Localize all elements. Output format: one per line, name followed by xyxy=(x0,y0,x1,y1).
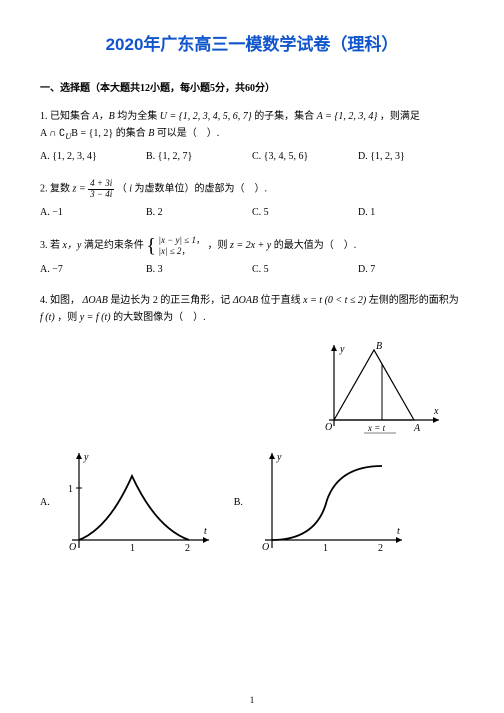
q1-optA: A. {1, 2, 3, 4} xyxy=(40,148,146,165)
q4-optA-label: A. xyxy=(40,497,50,508)
q4-optB-label: B. xyxy=(234,497,243,508)
q3-constraints: |x − y| ≤ 1， |x| ≤ 2， xyxy=(159,235,205,257)
q3-t3: ，则 xyxy=(207,240,227,251)
q1-optC: C. {3, 4, 5, 6} xyxy=(252,148,358,165)
q3-optB: B. 3 xyxy=(146,261,252,278)
q2-i: i xyxy=(129,184,132,195)
q1-t3: 的子集，集合 xyxy=(254,111,314,122)
q4-oab2: ΔOAB xyxy=(233,295,258,306)
q1-bb: B xyxy=(148,128,154,139)
q1-t2: 均为全集 xyxy=(117,111,157,122)
q4-text: 4. 如图， ΔOAB 是边长为 2 的正三角形，记 ΔOAB 位于直线 x =… xyxy=(40,292,464,326)
q4-t1: 4. 如图， xyxy=(40,295,80,306)
q3-text: 3. 若 x，y 满足约束条件 { |x − y| ≤ 1， |x| ≤ 2， … xyxy=(40,235,464,257)
svg-text:O: O xyxy=(262,542,269,553)
q3-z: z = 2x + y xyxy=(230,240,271,251)
svg-text:1: 1 xyxy=(68,484,73,495)
option-a-figure: 1 y t O 1 2 xyxy=(54,448,214,558)
q2-frac: 4 + 3i 3 − 4i xyxy=(88,179,114,200)
q1-t1: 1. 已知集合 xyxy=(40,111,90,122)
svg-text:2: 2 xyxy=(378,543,383,554)
q1-cond: A ∩ ∁UB = {1, 2} xyxy=(40,128,116,139)
q4-t2: 是边长为 xyxy=(110,295,150,306)
section-header: 一、选择题（本大题共12小题，每小题5分，共60分） xyxy=(40,79,464,94)
figure-triangle-row: y B x O A x = t xyxy=(40,340,464,440)
svg-text:t: t xyxy=(397,526,400,537)
q1-optD: D. {1, 2, 3} xyxy=(358,148,464,165)
svg-text:2: 2 xyxy=(185,543,190,554)
q1-u: U = {1, 2, 3, 4, 5, 6, 7} xyxy=(160,111,252,122)
q1-t5: 的集合 xyxy=(116,128,146,139)
question-2: 2. 复数 z = 4 + 3i 3 − 4i （ i 为虚数单位）的虚部为（ … xyxy=(40,179,464,221)
question-4: 4. 如图， ΔOAB 是边长为 2 的正三角形，记 ΔOAB 位于直线 x =… xyxy=(40,292,464,326)
q3-t1: 3. 若 xyxy=(40,240,60,251)
q2-optD: D. 1 xyxy=(358,204,464,221)
svg-text:A: A xyxy=(413,423,421,434)
svg-text:x: x xyxy=(433,406,439,417)
q3-xy: x，y xyxy=(63,240,82,251)
q4-t7: 的大致图像为（ ）. xyxy=(113,312,206,323)
q4-t3: 的正三角形，记 xyxy=(160,295,230,306)
q3-options: A. −7 B. 3 C. 5 D. 7 xyxy=(40,261,464,278)
svg-text:t: t xyxy=(204,526,207,537)
q1-text: 1. 已知集合 A，B 均为全集 U = {1, 2, 3, 4, 5, 6, … xyxy=(40,108,464,144)
q3-brace: { xyxy=(146,236,156,256)
q4-ft: f (t) xyxy=(40,312,55,323)
svg-text:1: 1 xyxy=(323,543,328,554)
question-1: 1. 已知集合 A，B 均为全集 U = {1, 2, 3, 4, 5, 6, … xyxy=(40,108,464,165)
svg-text:x = t: x = t xyxy=(367,423,386,433)
q2-options: A. −1 B. 2 C. 5 D. 1 xyxy=(40,204,464,221)
q2-text: 2. 复数 z = 4 + 3i 3 − 4i （ i 为虚数单位）的虚部为（ … xyxy=(40,179,464,200)
option-b-figure: y t O 1 2 xyxy=(247,448,407,558)
q2-optA: A. −1 xyxy=(40,204,146,221)
q2-t1: 2. 复数 xyxy=(40,184,70,195)
q3-t2: 满足约束条件 xyxy=(84,240,144,251)
q1-a: A = {1, 2, 3, 4} xyxy=(317,111,378,122)
q1-t4: ，则满足 xyxy=(380,111,420,122)
q3-optA: A. −7 xyxy=(40,261,146,278)
page-number: 1 xyxy=(0,695,504,705)
q4-optA-wrap: A. 1 y t O 1 2 xyxy=(40,448,214,558)
triangle-figure: y B x O A x = t xyxy=(314,340,444,440)
q2-optB: B. 2 xyxy=(146,204,252,221)
q1-optB: B. {1, 2, 7} xyxy=(146,148,252,165)
svg-text:y: y xyxy=(339,344,345,355)
q2-t3: 为虚数单位）的虚部为（ ）. xyxy=(135,184,268,195)
q2-z: z = xyxy=(73,184,86,195)
q4-t6: ，则 xyxy=(57,312,77,323)
svg-text:y: y xyxy=(83,452,89,463)
svg-text:1: 1 xyxy=(130,543,135,554)
q4-optB-wrap: B. y t O 1 2 xyxy=(234,448,407,558)
q4-oab1: ΔOAB xyxy=(83,295,108,306)
q1-ab: A，B xyxy=(93,111,115,122)
q1-t6: 可以是（ ）. xyxy=(157,128,220,139)
q3-optC: C. 5 xyxy=(252,261,358,278)
figure-options-row: A. 1 y t O 1 2 B. y t O 1 2 xyxy=(40,448,464,558)
page-title: 2020年广东高三一模数学试卷（理科） xyxy=(40,30,464,55)
svg-text:B: B xyxy=(376,341,382,352)
q4-t5: 左侧的图形的面积为 xyxy=(369,295,459,306)
q3-t4: 的最大值为（ ）. xyxy=(274,240,357,251)
svg-text:O: O xyxy=(325,422,332,433)
question-3: 3. 若 x，y 满足约束条件 { |x − y| ≤ 1， |x| ≤ 2， … xyxy=(40,235,464,278)
q4-xt: x = t (0 < t ≤ 2) xyxy=(303,295,366,306)
q1-options: A. {1, 2, 3, 4} B. {1, 2, 7} C. {3, 4, 5… xyxy=(40,148,464,165)
svg-text:O: O xyxy=(69,542,76,553)
q2-optC: C. 5 xyxy=(252,204,358,221)
svg-text:y: y xyxy=(276,452,282,463)
q2-t2: （ xyxy=(117,184,127,195)
q4-yft: y = f (t) xyxy=(80,312,111,323)
q4-two: 2 xyxy=(153,295,158,306)
q3-optD: D. 7 xyxy=(358,261,464,278)
q4-t4: 位于直线 xyxy=(261,295,301,306)
